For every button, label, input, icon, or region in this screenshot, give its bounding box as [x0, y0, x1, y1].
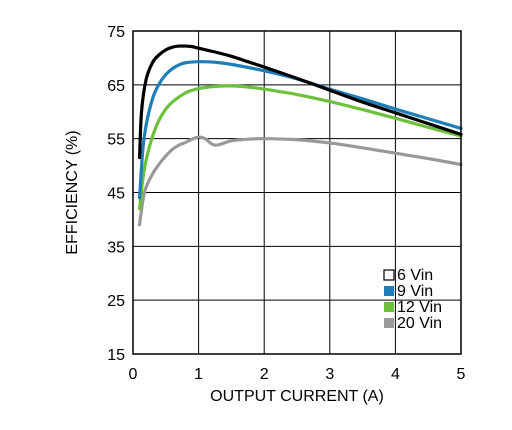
- x-tick-label: 1: [194, 366, 203, 383]
- series-line-9-vin: [137, 60, 463, 200]
- x-tick-label: 5: [457, 366, 466, 383]
- legend-item: 6 Vin: [383, 267, 433, 284]
- legend-label: 12 Vin: [397, 299, 442, 316]
- y-tick-label: 25: [107, 293, 125, 310]
- y-tick-label: 45: [107, 186, 125, 203]
- x-tick-label: 0: [129, 366, 138, 383]
- plot-frame: [132, 30, 462, 355]
- legend-item: 12 Vin: [384, 299, 442, 316]
- y-tick-label: 75: [107, 24, 125, 41]
- legend-swatch: [384, 318, 394, 328]
- y-axis-title: EFFICIENCY (%): [64, 130, 81, 254]
- y-tick-label: 35: [107, 239, 125, 256]
- series-lines: [137, 44, 463, 227]
- x-axis-title: OUTPUT CURRENT (A): [210, 388, 384, 405]
- y-tick-label: 65: [107, 78, 125, 95]
- x-tick-label: 4: [391, 366, 400, 383]
- series-line-12-vin: [137, 84, 463, 211]
- x-tick-label: 2: [260, 366, 269, 383]
- legend-label: 20 Vin: [397, 315, 442, 332]
- y-tick-label: 15: [107, 347, 125, 364]
- legend-label: 9 Vin: [397, 283, 433, 300]
- legend-item: 20 Vin: [384, 315, 442, 332]
- legend-swatch: [384, 302, 394, 312]
- x-tick-label: 3: [325, 366, 334, 383]
- legend-swatch: [384, 286, 394, 296]
- legend-swatch: [383, 269, 395, 281]
- legend-label: 6 Vin: [397, 267, 433, 284]
- y-tick-label: 55: [107, 132, 125, 149]
- series-line-6-vin: [137, 44, 463, 160]
- legend-item: 9 Vin: [384, 283, 433, 300]
- series-line-20-vin: [137, 135, 463, 227]
